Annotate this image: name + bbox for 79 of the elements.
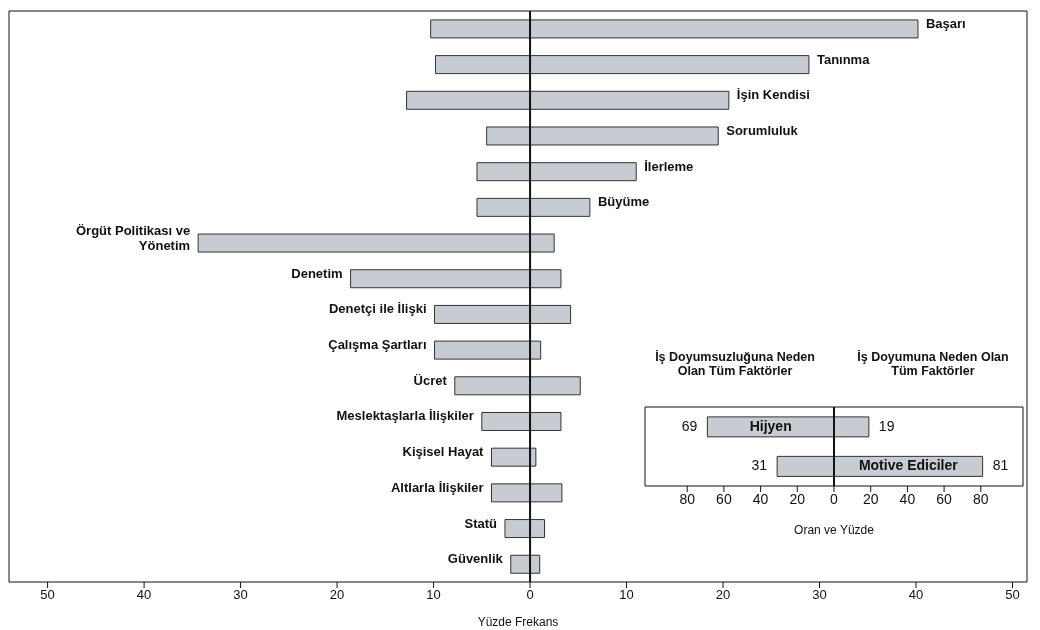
bar (434, 340, 531, 360)
x-tick-label: 20 (862, 490, 879, 507)
y-tick-label: Statü (464, 515, 498, 531)
bar (529, 519, 546, 539)
y-tick-label: Büyüme (597, 194, 650, 210)
y-tick-label: Ücret (413, 373, 448, 389)
annotation: İş Doyumsuzluğuna Neden Olan Tüm Faktörler (654, 350, 816, 380)
x-axis-title: Oran ve Yüzde (794, 523, 875, 537)
y-tick-label: Motive Ediciler (858, 457, 959, 474)
bar (529, 233, 555, 253)
bar (197, 233, 531, 253)
bar (529, 90, 730, 110)
bar (435, 55, 531, 75)
bar (434, 304, 531, 324)
y-tick-label: Denetim (291, 266, 343, 282)
y-tick-label: Sorumluluk (726, 123, 799, 139)
bar (529, 162, 637, 182)
x-tick-label: 30 (812, 587, 827, 603)
bar (430, 19, 531, 39)
bar (529, 483, 563, 503)
bar (490, 447, 531, 467)
bar (486, 126, 531, 146)
bar (529, 340, 542, 360)
y-tick-label: Denetçi ile İlişki (328, 301, 427, 317)
bar (529, 197, 591, 217)
x-tick-label: 20 (715, 587, 731, 603)
x-tick-label: 20 (789, 490, 806, 507)
x-tick-label: 50 (1005, 587, 1020, 603)
x-tick-label: 60 (716, 490, 732, 507)
bar (529, 55, 810, 75)
bar (529, 126, 719, 146)
bar (510, 554, 531, 574)
x-tick-label: 20 (329, 587, 345, 603)
y-tick-label: Meslektaşlarla İlişkiler (336, 408, 474, 424)
x-tick-label: 10 (619, 587, 634, 603)
x-tick-label: 80 (679, 490, 696, 507)
x-tick-label: 80 (973, 490, 989, 507)
x-axis-title: Yüzde Frekans (477, 615, 559, 629)
bar (481, 411, 531, 431)
bar (833, 416, 870, 438)
y-tick-label: Güvenlik (447, 551, 504, 567)
y-tick-label: İlerleme (644, 159, 694, 175)
y-tick-label: Tanınma (816, 52, 871, 68)
y-tick-label: İşin Kendisi (736, 87, 810, 103)
bar (529, 19, 919, 39)
bar (529, 304, 572, 324)
y-tick-label: Örgüt Politikası ve Yönetim (75, 222, 191, 253)
bar (476, 197, 531, 217)
y-tick-label: Kişisel Hayat (402, 444, 485, 460)
x-tick-label: 30 (233, 587, 248, 603)
data-label: 69 (681, 417, 698, 434)
y-tick-label: Altlarla İlişkiler (390, 480, 484, 496)
x-tick-label: 40 (908, 587, 924, 603)
x-tick-label: 0 (830, 490, 839, 507)
x-tick-label: 40 (752, 490, 769, 507)
y-tick-label: Çalışma Şartları (328, 337, 427, 353)
x-tick-label: 10 (426, 587, 441, 603)
data-label: 19 (878, 417, 895, 434)
x-tick-label: 60 (936, 490, 953, 507)
bar (476, 162, 531, 182)
y-tick-label: Hijyen (749, 417, 792, 434)
bar (529, 269, 562, 289)
bar (490, 483, 531, 503)
x-tick-label: 50 (40, 587, 55, 603)
bar (529, 411, 562, 431)
bar (529, 376, 581, 396)
bar (406, 90, 531, 110)
bar (454, 376, 531, 396)
x-tick-label: 40 (136, 587, 152, 603)
bar (504, 519, 531, 539)
bar (350, 269, 531, 289)
annotation: İş Doyumuna Neden Olan Tüm Faktörler (856, 350, 1010, 380)
bar (706, 416, 835, 438)
data-label: 81 (992, 457, 1009, 474)
data-label: 31 (751, 457, 768, 474)
x-tick-label: 40 (899, 490, 916, 507)
bar (776, 455, 835, 477)
x-tick-label: 0 (526, 587, 534, 603)
y-tick-label: Başarı (925, 16, 966, 32)
